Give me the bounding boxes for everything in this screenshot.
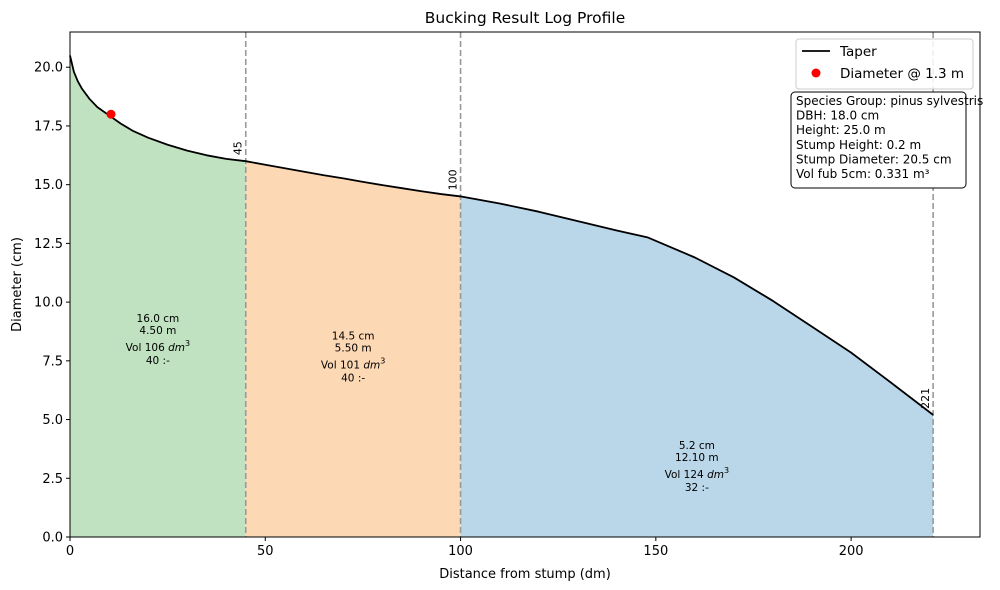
segment-area-1	[70, 55, 246, 538]
segment-diameter: 16.0 cm	[137, 313, 180, 325]
segment-area-2	[245, 161, 461, 537]
legend-box	[795, 38, 974, 90]
x-tick-label: 200	[839, 544, 864, 559]
info-line-1: Species Group: pinus sylvestris	[796, 94, 983, 108]
info-line-3: Height: 25.0 m	[796, 123, 886, 137]
y-tick-label: 10.0	[34, 296, 63, 311]
y-tick-label: 7.5	[42, 354, 63, 369]
legend-dbh-swatch	[811, 68, 821, 78]
y-tick-label: 17.5	[34, 119, 63, 134]
cut-label-100: 100	[447, 169, 460, 190]
x-tick-label: 50	[257, 544, 274, 559]
segment-diameter: 14.5 cm	[332, 331, 375, 343]
y-tick-label: 12.5	[34, 237, 63, 252]
cut-label-45: 45	[232, 141, 245, 155]
segment-length: 5.50 m	[335, 343, 372, 355]
info-line-5: Stump Diameter: 20.5 cm	[796, 152, 952, 166]
x-axis-ticks: 0 50 100 150 200	[66, 537, 864, 559]
plot-frame	[69, 31, 981, 538]
segment-areas	[70, 55, 934, 538]
segment-diameter: 5.2 cm	[679, 440, 715, 452]
taper-line-group	[69, 55, 934, 416]
y-tick-label: 20.0	[34, 61, 63, 76]
x-axis-label: Distance from stump (dm)	[439, 567, 611, 582]
segment-grade: 40 :-	[146, 355, 170, 367]
y-tick-label: 5.0	[42, 413, 63, 428]
y-tick-label: 15.0	[34, 178, 63, 193]
segment-volume: Vol 124 dm3	[665, 466, 729, 481]
x-tick-label: 100	[448, 544, 473, 559]
x-tick-label: 150	[643, 544, 668, 559]
info-line-6: Vol fub 5cm: 0.331 m³	[796, 167, 930, 181]
segment-length: 12.10 m	[675, 452, 719, 464]
x-tick-label: 0	[66, 544, 74, 559]
segment-volume: Vol 106 dm3	[126, 339, 190, 354]
segment-volume: Vol 101 dm3	[321, 357, 385, 372]
y-tick-label: 0.0	[42, 531, 63, 546]
segment-grade: 40 :-	[341, 373, 365, 385]
y-axis-ticks: 0.0 2.5 5.0 7.5 10.0 12.5 15.0 17.5 20.0	[34, 61, 70, 546]
segment-length: 4.50 m	[139, 325, 176, 337]
info-box-frame	[790, 91, 967, 189]
segment-grade: 32 :-	[685, 482, 709, 494]
chart-title: Bucking Result Log Profile	[425, 9, 625, 27]
y-axis-label: Diameter (cm)	[10, 237, 25, 332]
legend-dbh-label: Diameter @ 1.3 m	[840, 66, 964, 82]
y-tick-label: 2.5	[42, 472, 63, 487]
info-line-2: DBH: 18.0 cm	[796, 109, 879, 123]
legend: Taper Diameter @ 1.3 m	[795, 38, 974, 90]
info-line-4: Stump Height: 0.2 m	[796, 138, 921, 152]
segment-area-3	[460, 196, 934, 538]
cut-label-221: 221	[919, 388, 932, 409]
dbh-point	[106, 109, 116, 119]
legend-taper-label: Taper	[839, 44, 877, 60]
